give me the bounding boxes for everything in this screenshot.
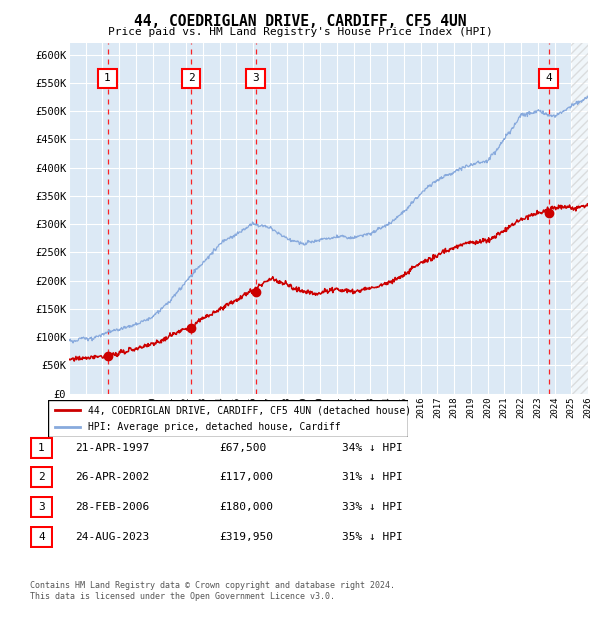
- Text: £319,950: £319,950: [219, 532, 273, 542]
- FancyBboxPatch shape: [48, 400, 408, 437]
- Text: 44, COEDRIGLAN DRIVE, CARDIFF, CF5 4UN (detached house): 44, COEDRIGLAN DRIVE, CARDIFF, CF5 4UN (…: [88, 405, 411, 415]
- Text: 21-APR-1997: 21-APR-1997: [75, 443, 149, 453]
- Text: 35% ↓ HPI: 35% ↓ HPI: [342, 532, 403, 542]
- Text: 24-AUG-2023: 24-AUG-2023: [75, 532, 149, 542]
- Text: 33% ↓ HPI: 33% ↓ HPI: [342, 502, 403, 512]
- FancyBboxPatch shape: [31, 497, 52, 517]
- Text: 26-APR-2002: 26-APR-2002: [75, 472, 149, 482]
- Text: This data is licensed under the Open Government Licence v3.0.: This data is licensed under the Open Gov…: [30, 592, 335, 601]
- FancyBboxPatch shape: [247, 69, 265, 88]
- Text: 28-FEB-2006: 28-FEB-2006: [75, 502, 149, 512]
- Text: £117,000: £117,000: [219, 472, 273, 482]
- FancyBboxPatch shape: [182, 69, 200, 88]
- Text: HPI: Average price, detached house, Cardiff: HPI: Average price, detached house, Card…: [88, 422, 340, 432]
- FancyBboxPatch shape: [31, 438, 52, 458]
- FancyBboxPatch shape: [539, 69, 558, 88]
- FancyBboxPatch shape: [31, 527, 52, 547]
- Text: Contains HM Land Registry data © Crown copyright and database right 2024.: Contains HM Land Registry data © Crown c…: [30, 581, 395, 590]
- Text: 1: 1: [104, 73, 111, 84]
- Text: 34% ↓ HPI: 34% ↓ HPI: [342, 443, 403, 453]
- Text: 4: 4: [545, 73, 552, 84]
- FancyBboxPatch shape: [31, 467, 52, 487]
- Text: 1: 1: [38, 443, 45, 453]
- Text: 31% ↓ HPI: 31% ↓ HPI: [342, 472, 403, 482]
- Text: £67,500: £67,500: [219, 443, 266, 453]
- Text: 3: 3: [38, 502, 45, 512]
- FancyBboxPatch shape: [98, 69, 117, 88]
- Text: 3: 3: [252, 73, 259, 84]
- Text: 2: 2: [188, 73, 194, 84]
- Text: 2: 2: [38, 472, 45, 482]
- Text: Price paid vs. HM Land Registry's House Price Index (HPI): Price paid vs. HM Land Registry's House …: [107, 27, 493, 37]
- Text: 44, COEDRIGLAN DRIVE, CARDIFF, CF5 4UN: 44, COEDRIGLAN DRIVE, CARDIFF, CF5 4UN: [134, 14, 466, 29]
- Text: 4: 4: [38, 532, 45, 542]
- Text: £180,000: £180,000: [219, 502, 273, 512]
